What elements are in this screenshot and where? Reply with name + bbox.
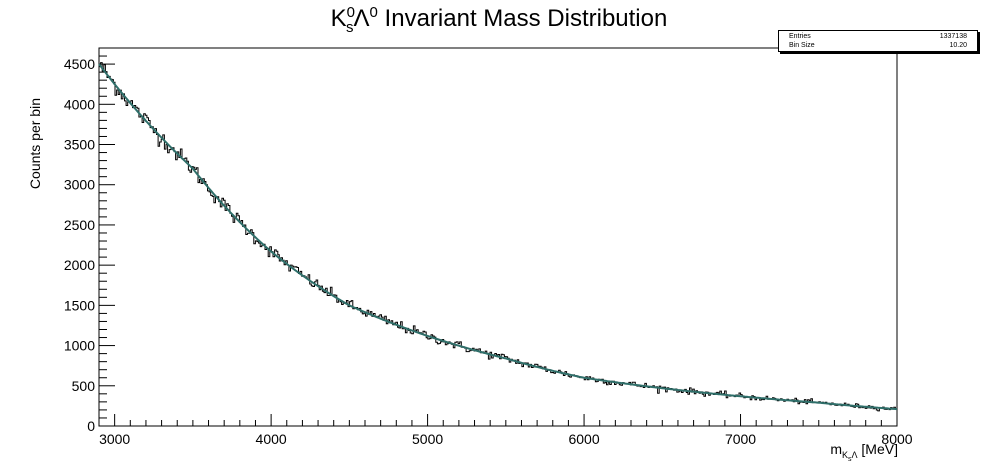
x-tick-label: 6000 (568, 431, 599, 447)
stats-binsize-row: Bin Size 10.20 (789, 41, 967, 50)
x-tick-label: 8000 (881, 431, 912, 447)
y-tick-label: 4000 (64, 96, 95, 112)
plot-frame (98, 47, 898, 427)
x-tick-label: 3000 (99, 431, 130, 447)
x-axis-label: mKsΛ [MeV] (830, 441, 898, 463)
y-tick-label: 0 (87, 418, 95, 434)
x-tick-label: 7000 (725, 431, 756, 447)
histogram-series (99, 62, 898, 412)
y-tick-label: 3500 (64, 137, 95, 153)
y-tick-label: 2500 (64, 217, 95, 233)
y-tick-label: 500 (72, 378, 96, 394)
y-tick-label: 2000 (64, 257, 95, 273)
y-axis-label: Counts per bin (27, 98, 43, 190)
stats-entries-row: Entries 1337138 (789, 32, 967, 41)
stats-binsize-label: Bin Size (789, 42, 815, 49)
fit-curve (98, 63, 898, 411)
stats-entries-value: 1337138 (939, 33, 967, 40)
stats-binsize-value: 10.20 (949, 42, 967, 49)
y-tick-label: 3000 (64, 177, 95, 193)
y-tick-label: 4500 (64, 56, 95, 72)
y-axis-ticks: 0 500 1000 1500 2000 2500 3000 3500 4000 4500 (64, 47, 115, 434)
chart-title: K0sΛ0 Invariant Mass Distribution (330, 4, 668, 36)
y-tick-label: 1000 (64, 338, 95, 354)
y-tick-label: 1500 (64, 297, 95, 313)
stats-entries-label: Entries (789, 33, 811, 40)
x-tick-label: 5000 (412, 431, 443, 447)
stats-box: Entries 1337138 Bin Size 10.20 (778, 30, 978, 52)
x-axis-ticks: 3000 4000 5000 6000 7000 8000 (98, 414, 913, 447)
x-tick-label: 4000 (256, 431, 287, 447)
